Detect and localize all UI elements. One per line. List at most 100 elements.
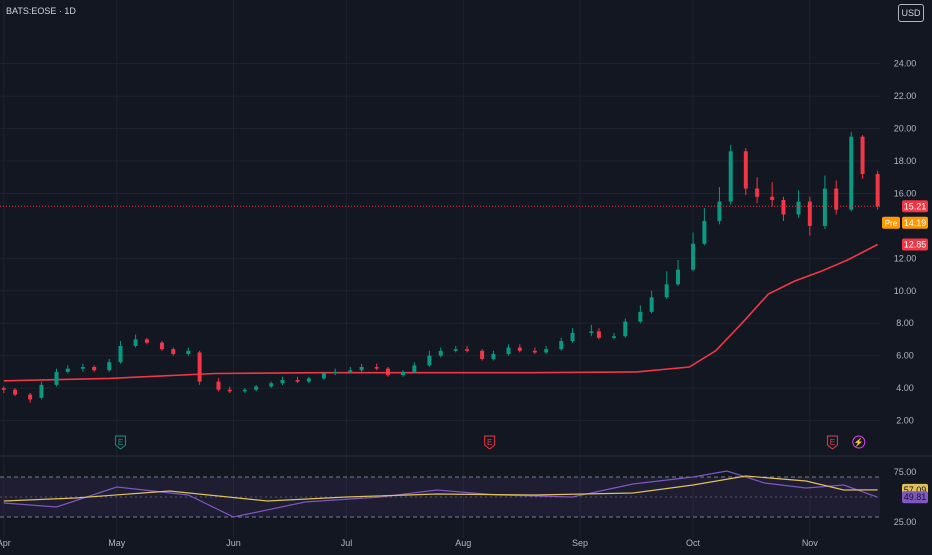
candle-body — [559, 341, 564, 350]
candle-body — [374, 367, 379, 369]
x-tick-label: Apr — [0, 538, 11, 548]
rsi-tick-label: 75.00 — [894, 467, 917, 477]
earnings-marker — [115, 435, 127, 450]
price-label-box — [902, 216, 928, 229]
candle-body — [532, 350, 537, 353]
event-marker-label: ⚡ — [854, 437, 864, 447]
candle-body — [385, 368, 390, 376]
y-tick-label: 20.00 — [894, 124, 917, 134]
candle-body — [197, 352, 202, 382]
rsi-tick-label: 25.00 — [894, 517, 917, 527]
candle-body — [649, 297, 654, 312]
candle-body — [849, 136, 854, 210]
candle-body — [664, 284, 669, 298]
candle-body — [796, 201, 801, 215]
candle-body — [28, 394, 33, 400]
candle-body — [216, 381, 221, 390]
candle-body — [676, 269, 680, 285]
candle-body — [118, 345, 123, 363]
candle-body — [306, 378, 311, 382]
y-tick-label: 16.00 — [894, 188, 917, 198]
candle-body — [412, 365, 417, 372]
candle-body — [755, 188, 760, 197]
x-tick-label: Sep — [572, 538, 588, 548]
candle-body — [807, 201, 812, 226]
candle-body — [1, 388, 6, 390]
y-tick-label: 4.00 — [896, 383, 914, 393]
x-tick-label: Jul — [341, 538, 353, 548]
earnings-marker — [826, 435, 838, 450]
candle-body — [254, 386, 259, 390]
rsi-signal-line — [3, 475, 878, 502]
candle-body — [348, 370, 353, 372]
candle-body — [860, 136, 865, 174]
candle-body — [517, 347, 522, 351]
pre-tag-text: Pre — [885, 219, 898, 228]
candle-body — [359, 367, 364, 371]
candle-body — [13, 389, 18, 395]
candle-body — [427, 355, 432, 366]
candle-body — [781, 199, 786, 215]
candle-body — [144, 339, 149, 343]
candle-body — [65, 368, 70, 372]
y-tick-label: 22.00 — [894, 91, 917, 101]
candle-body — [465, 349, 470, 351]
y-tick-label: 2.00 — [896, 416, 914, 426]
y-tick-label: 10.00 — [894, 286, 917, 296]
candle-body — [596, 331, 601, 338]
candle-body — [295, 379, 300, 382]
candle-body — [570, 332, 575, 342]
candle-body — [702, 221, 707, 244]
x-tick-label: May — [108, 538, 126, 548]
candle-body — [92, 367, 97, 371]
candle-body — [822, 188, 827, 226]
x-tick-label: Aug — [455, 538, 471, 548]
price-label-box — [902, 200, 928, 213]
candle-body — [171, 349, 176, 355]
candle-body — [269, 383, 274, 387]
earnings-marker — [484, 435, 496, 450]
price-label-text: 14.19 — [904, 218, 927, 228]
y-tick-label: 12.00 — [894, 253, 917, 263]
candle-body — [242, 389, 247, 392]
candle-body — [480, 350, 485, 359]
price-label-box — [902, 238, 928, 251]
candle-body — [401, 371, 406, 376]
candle-body — [80, 367, 85, 369]
currency-button[interactable]: USD — [898, 4, 924, 22]
pre-tag-box — [882, 216, 900, 229]
candle-body — [623, 321, 628, 337]
price-label-text: 15.21 — [904, 201, 927, 211]
x-tick-label: Jun — [226, 538, 241, 548]
rsi-label-text: 57.09 — [904, 485, 927, 495]
event-marker-label: E — [830, 438, 835, 447]
rsi-label-text: 49.81 — [904, 492, 927, 502]
candle-body — [159, 342, 164, 350]
candle-body — [589, 331, 594, 333]
rsi-label-box — [902, 491, 928, 504]
candle-body — [691, 243, 696, 270]
candle-body — [280, 379, 285, 384]
symbol-title: BATS:EOSE · 1D — [6, 6, 76, 16]
candle-body — [107, 362, 112, 371]
moving-average-line — [3, 243, 878, 382]
y-tick-label: 24.00 — [894, 59, 917, 69]
event-marker-label: E — [118, 438, 123, 447]
candle-body — [133, 339, 138, 346]
candle-body — [186, 350, 191, 355]
candle-body — [638, 311, 643, 322]
candle-body — [770, 196, 775, 200]
candle-body — [717, 201, 722, 222]
y-tick-label: 8.00 — [896, 318, 914, 328]
candle-body — [728, 151, 733, 202]
candle-body — [834, 188, 839, 210]
candle-body — [611, 336, 616, 338]
candle-body — [453, 349, 458, 351]
x-tick-label: Oct — [686, 538, 701, 548]
candle-body — [333, 371, 338, 374]
candle-body — [321, 373, 326, 379]
candle-body — [743, 151, 748, 189]
event-marker-label: E — [487, 438, 492, 447]
